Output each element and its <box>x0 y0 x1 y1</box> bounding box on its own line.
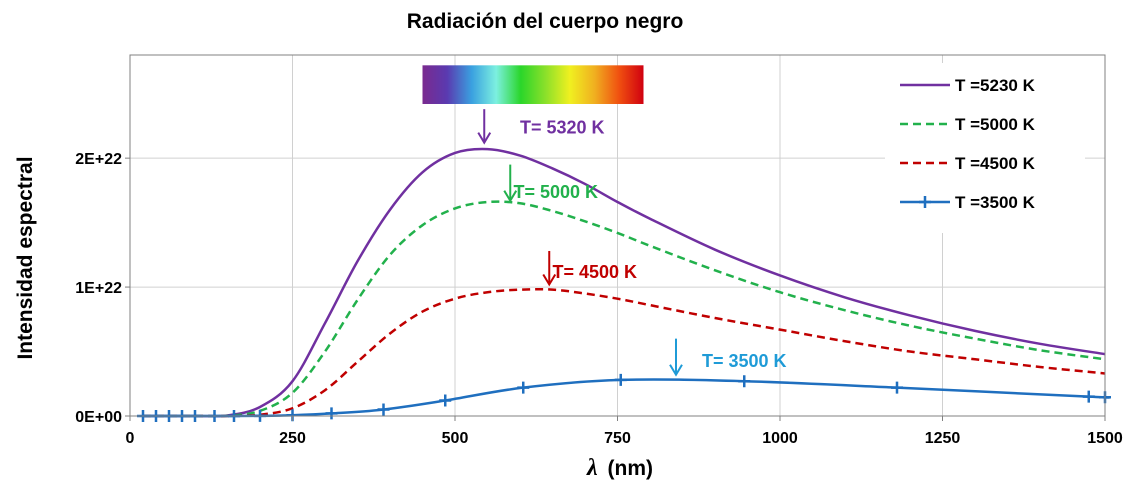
data-point <box>738 375 751 388</box>
legend-label: T =3500 K <box>955 193 1036 212</box>
data-point <box>891 381 903 394</box>
annotation-label: T= 5000 K <box>514 182 599 202</box>
y-tick-label: 2E+22 <box>75 151 122 168</box>
series-1 <box>142 147 1106 418</box>
data-point <box>439 394 452 407</box>
x-tick-label: 1500 <box>1087 430 1123 447</box>
annotation-arrowhead <box>477 132 492 145</box>
x-axis-unit: (nm) <box>608 457 654 480</box>
x-tick-label: 250 <box>279 430 306 447</box>
annotation-label: T= 3500 K <box>702 351 787 371</box>
series-line <box>142 287 1106 418</box>
annotation-arrowhead <box>503 190 518 203</box>
annotations: T= 5320 K T= 5000 K T= 4500 K T= 3500 K <box>477 109 787 377</box>
series-line <box>142 147 1106 418</box>
x-tick-label: 750 <box>604 430 631 447</box>
annotation-label: T= 4500 K <box>553 262 638 282</box>
annotation-arrowhead <box>542 273 557 287</box>
series-4 <box>137 373 1111 422</box>
spectrum-bar <box>422 65 644 104</box>
annotation: T= 5000 K <box>503 164 599 203</box>
data-point <box>517 381 530 394</box>
y-tick-label: 1E+22 <box>75 280 122 297</box>
legend-label: T =5230 K <box>955 76 1036 95</box>
series-2 <box>142 200 1106 418</box>
y-axis-label: Intensidad espectral <box>14 156 37 359</box>
grid-lines <box>130 55 1105 416</box>
spectrum-gradient <box>422 65 644 104</box>
data-point <box>377 403 390 416</box>
legend: T =5230 K T =5000 K T =4500 K T =3500 K <box>885 63 1085 233</box>
legend-label: T =5000 K <box>955 115 1036 134</box>
legend-entry: T =3500 K <box>900 193 1036 212</box>
annotation: T= 4500 K <box>542 250 638 287</box>
legend-entry: T =5000 K <box>900 115 1036 134</box>
legend-entry: T =5230 K <box>900 76 1036 95</box>
data-point <box>325 407 338 420</box>
series-3 <box>142 287 1106 418</box>
x-axis-label: λ (nm) <box>586 455 653 481</box>
annotation-arrowhead <box>669 364 683 377</box>
x-tick-label: 0 <box>126 430 135 447</box>
x-tick-label: 500 <box>442 430 469 447</box>
chart-title: Radiación del cuerpo negro <box>407 10 684 33</box>
axes: 0 250 500 750 1000 1250 1500 0E+00 1E+22 2E+22 <box>75 54 1123 447</box>
x-tick-label: 1250 <box>925 430 961 447</box>
x-axis-symbol: λ <box>586 455 598 481</box>
x-tick-label: 1000 <box>762 430 798 447</box>
data-point <box>614 373 627 386</box>
legend-background <box>885 63 1085 233</box>
series-line <box>142 200 1106 418</box>
legend-label: T =4500 K <box>955 154 1036 173</box>
data-point <box>1082 390 1095 403</box>
annotation: T= 3500 K <box>669 338 787 377</box>
annotation: T= 5320 K <box>477 109 605 145</box>
y-tick-label: 0E+00 <box>75 409 122 426</box>
legend-marker <box>919 196 931 208</box>
legend-entry: T =4500 K <box>900 154 1036 173</box>
annotation-label: T= 5320 K <box>520 118 605 138</box>
